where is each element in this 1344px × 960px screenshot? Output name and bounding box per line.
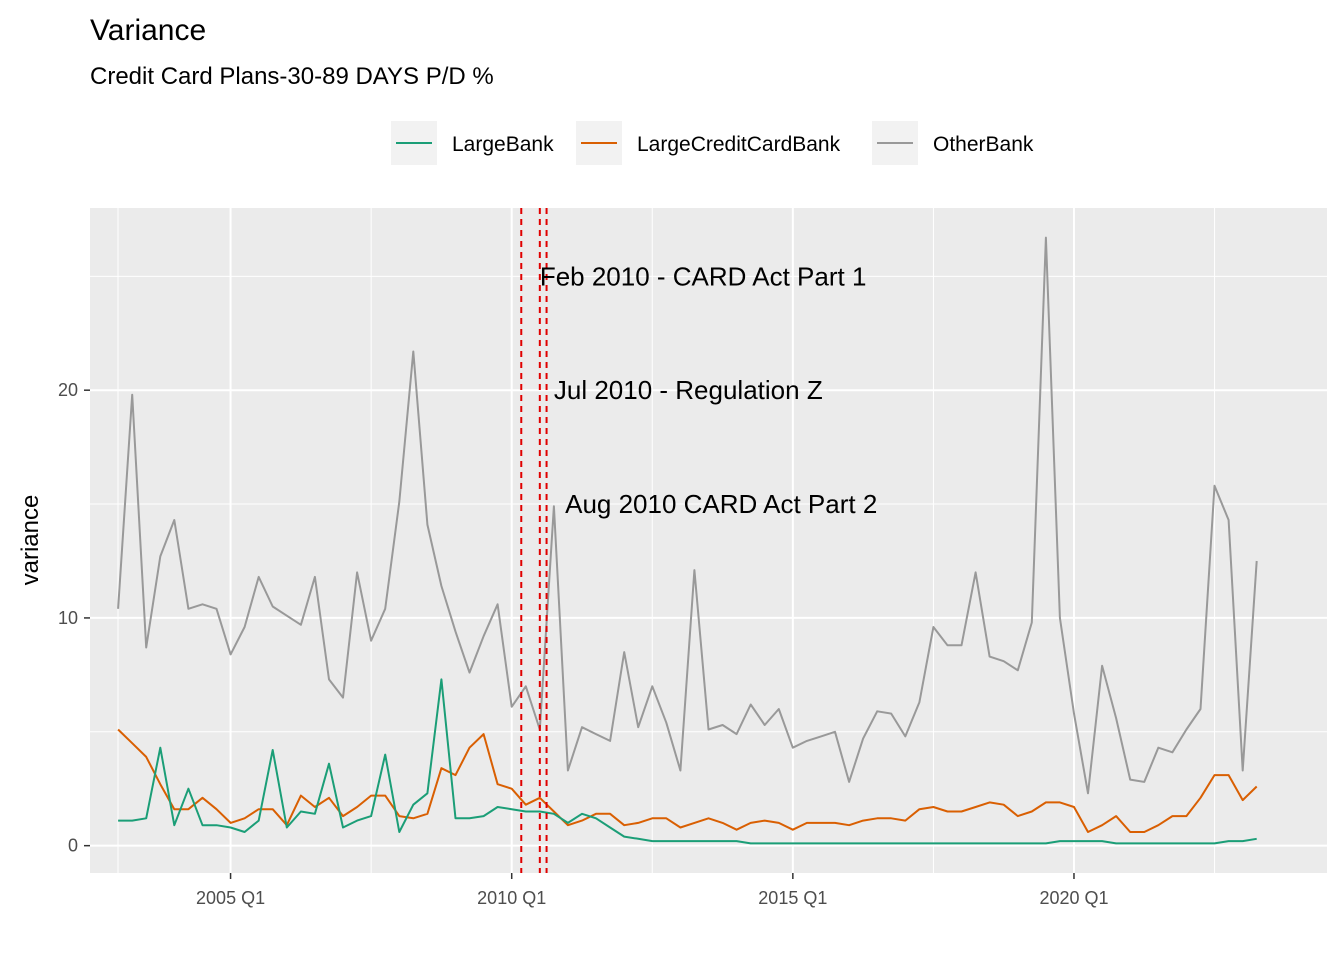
x-tick-label: 2005 Q1 xyxy=(196,888,265,908)
legend-item-LargeBank: LargeBank xyxy=(391,121,554,165)
legend-label: OtherBank xyxy=(933,133,1034,156)
plot-panel xyxy=(90,208,1327,873)
y-axis-ticks: 0 10 20 xyxy=(58,380,90,856)
y-axis-title: variance xyxy=(17,495,44,586)
legend: LargeBank LargeCreditCardBank OtherBank xyxy=(391,121,1034,165)
y-tick-label: 0 xyxy=(68,836,78,856)
annotation-1: Feb 2010 - CARD Act Part 1 xyxy=(540,261,867,291)
series-lines xyxy=(117,236,1258,845)
x-axis-ticks: 2005 Q1 2010 Q1 2015 Q1 2020 Q1 xyxy=(196,873,1109,908)
legend-item-OtherBank: OtherBank xyxy=(872,121,1034,165)
legend-item-LargeCreditCardBank: LargeCreditCardBank xyxy=(576,121,841,165)
chart-title: Variance xyxy=(90,14,206,47)
y-tick-label: 20 xyxy=(58,380,78,400)
x-tick-label: 2015 Q1 xyxy=(758,888,827,908)
legend-label: LargeCreditCardBank xyxy=(637,133,841,156)
y-tick-label: 10 xyxy=(58,608,78,628)
chart-subtitle: Credit Card Plans-30-89 DAYS P/D % xyxy=(90,63,494,90)
x-tick-label: 2020 Q1 xyxy=(1039,888,1108,908)
legend-label: LargeBank xyxy=(452,133,554,156)
x-tick-label: 2010 Q1 xyxy=(477,888,546,908)
annotation-2: Jul 2010 - Regulation Z xyxy=(554,375,823,405)
series-line-LargeCreditCardBank xyxy=(117,728,1258,833)
series-line-LargeBank xyxy=(118,678,1257,845)
series-line-OtherBank xyxy=(117,236,1258,795)
grid-lines xyxy=(90,208,1327,873)
event-annotations: Feb 2010 - CARD Act Part 1 Jul 2010 - Reg… xyxy=(540,261,877,519)
event-lines xyxy=(520,208,548,873)
annotation-3: Aug 2010 CARD Act Part 2 xyxy=(565,489,877,519)
